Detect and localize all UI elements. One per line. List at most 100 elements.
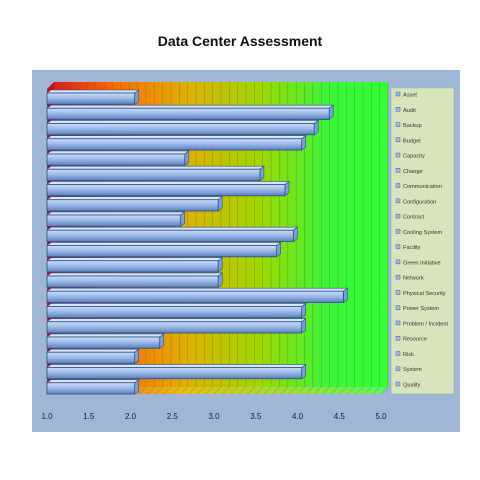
legend-label: Capacity [403,154,425,160]
legend-item: Communication [395,183,442,190]
legend-swatch [395,336,401,341]
bar-front [46,153,186,166]
bar-front [46,229,294,242]
floor-hatch [222,386,230,395]
bar [46,150,190,166]
x-tick-label: 4.0 [292,412,304,421]
bar-front [46,321,303,334]
bar-front [46,123,315,136]
bar-front [46,275,219,288]
x-tick-label: 4.5 [334,412,346,421]
legend-swatch [395,122,401,127]
legend-item: Contract [395,213,425,221]
legend-label: Green Initiative [403,260,441,266]
legend-item: Green Initiative [395,259,441,266]
legend-item: Network [395,274,424,282]
floor-hatch [364,386,372,395]
legend-label: Asset [403,93,417,99]
legend-swatch [395,351,401,356]
legend-swatch [395,198,401,204]
bar-top [46,120,320,124]
bar-top [46,318,307,323]
bar [46,348,140,365]
legend-item: System [395,366,422,373]
legend-item: Power System [395,305,439,312]
floor-hatch [163,386,172,395]
bar-top [46,303,307,307]
bar-front [46,214,182,227]
bar-top [46,135,307,140]
legend-swatch [395,259,401,265]
x-tick-label: 1.5 [83,412,95,421]
floor-hatch [330,386,339,395]
floor-hatch [247,386,255,395]
legend-label: Configuration [403,199,436,205]
legend-label: Communication [403,184,442,190]
floor-hatch [188,386,197,395]
legend-label: Facility [403,245,421,251]
floor-hatch [172,386,180,395]
bar-top [46,272,224,277]
bar [46,196,224,212]
bar [46,257,224,273]
legend-item: Capacity [395,152,425,160]
floor-hatch [314,386,322,395]
bar-front [46,107,330,120]
legend-item: Physical Security [395,290,446,297]
bar [46,135,307,151]
floor-hatch [155,386,163,395]
legend-label: Resource [403,337,427,343]
bar [46,211,186,227]
legend-swatch [395,381,401,387]
legend-box [390,87,455,395]
bar-front [46,92,136,105]
x-tick-label: 1.0 [41,412,53,421]
floor-hatch [380,386,389,395]
floor-hatch [263,386,272,395]
legend-item: Audit [395,107,416,114]
bar-front [46,184,286,197]
bar [46,165,265,182]
bar-top [46,89,140,94]
legend-label: Network [403,276,424,282]
legend-label: Quality [403,383,421,389]
bar-front [46,351,136,364]
bar-top [46,150,190,155]
floor-hatch [205,386,213,395]
legend-swatch [395,183,401,188]
legend-item: Resource [395,336,427,343]
bar [46,104,335,121]
bar [46,89,140,105]
legend-label: Problem / Incident [403,321,449,327]
bar-front [46,260,219,273]
legend-item: Quality [395,381,421,389]
floor-hatch [255,386,263,395]
x-tick-label: 2.0 [125,412,137,421]
legend-swatch [395,168,401,173]
bar [46,241,282,258]
bar [46,318,307,334]
legend-label: Contract [403,215,425,221]
floor-hatch [372,386,380,395]
bar [46,379,140,395]
legend-label: Change [403,169,423,175]
floor-hatch [238,386,247,395]
bar-front [46,199,219,212]
legend-label: Backup [403,123,422,129]
bar-top [46,242,282,246]
legend-swatch [395,366,401,371]
legend-label: Power System [403,306,439,312]
floor-hatch [213,386,222,395]
floor-hatch [347,386,355,395]
legend-swatch [395,305,401,310]
legend-label: Risk [403,352,414,358]
bar [46,272,224,288]
legend-item: Facility [395,244,421,251]
legend-swatch [395,244,401,249]
x-tick-label: 3.0 [208,412,220,421]
bar-top [46,379,140,384]
legend-swatch [395,213,401,219]
bar-top [46,181,290,185]
floor-hatch [138,386,147,395]
